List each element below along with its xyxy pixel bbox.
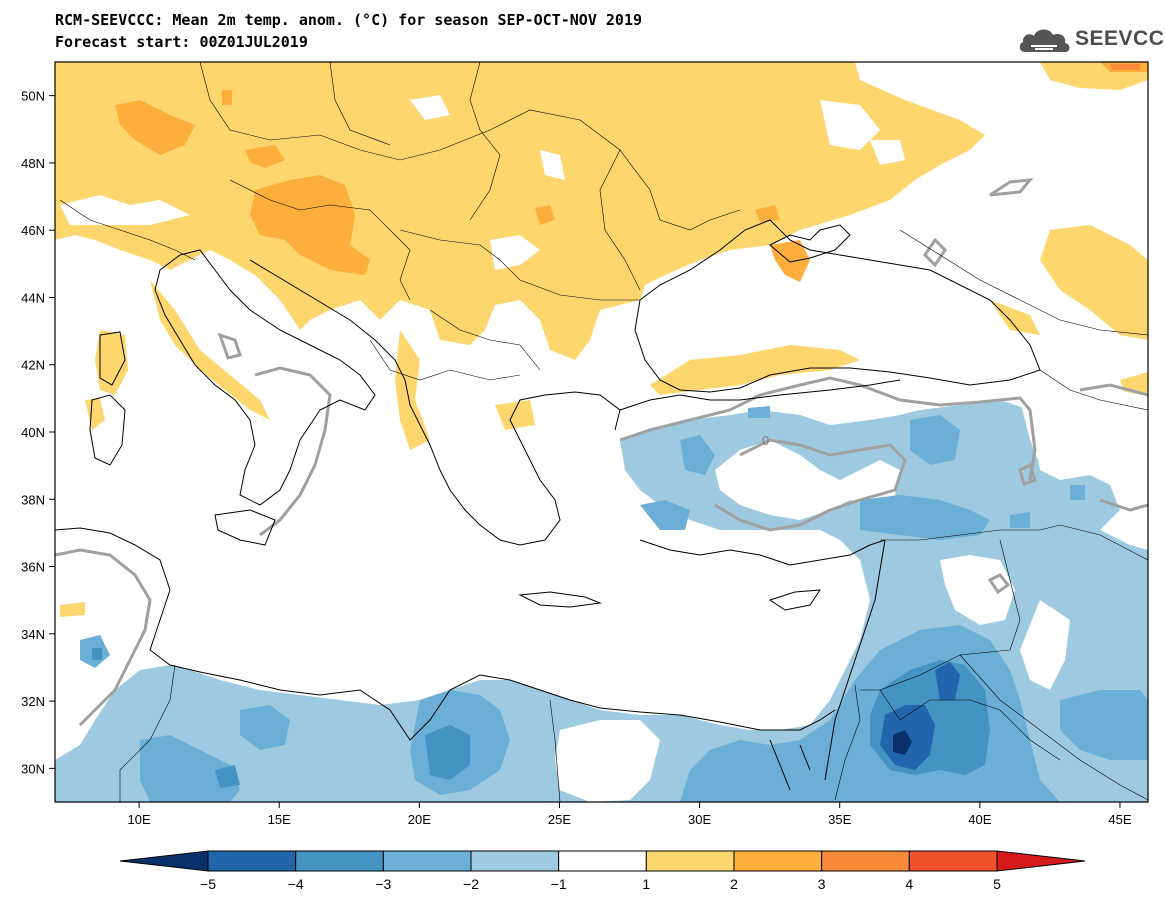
colorbar-label: 4 bbox=[905, 876, 913, 892]
colorbar-swatch bbox=[470, 850, 560, 872]
colorbar-swatch bbox=[996, 850, 1086, 872]
latitude-axis: 50N 48N 46N 44N 42N 40N 38N 36N 34N 32N 30N bbox=[21, 89, 55, 776]
colorbar-label: 1 bbox=[642, 876, 650, 892]
seevccc-logo: SEEVCCC bbox=[1017, 24, 1165, 56]
lon-tick-label: 20E bbox=[408, 812, 431, 827]
colorbar-swatch bbox=[908, 850, 998, 872]
colorbar-swatch bbox=[645, 850, 735, 872]
warm-anomaly-region bbox=[55, 62, 985, 360]
longitude-axis: 10E 15E 20E 25E 30E 35E 40E 45E bbox=[128, 802, 1132, 827]
colorbar-label: −2 bbox=[463, 876, 479, 892]
country-borders bbox=[59, 62, 1148, 802]
lat-tick-label: 48N bbox=[21, 156, 45, 171]
colorbar-swatch bbox=[558, 850, 647, 872]
lat-tick-label: 32N bbox=[21, 694, 45, 709]
colorbar-label: 3 bbox=[818, 876, 826, 892]
lat-tick-label: 30N bbox=[21, 761, 45, 776]
colorbar-label: 5 bbox=[993, 876, 1001, 892]
colorbar-label: −4 bbox=[288, 876, 304, 892]
forecast-start: Forecast start: 00Z01JUL2019 bbox=[55, 33, 308, 51]
colorbar-swatch bbox=[119, 850, 209, 872]
colorbar-label: −5 bbox=[200, 876, 216, 892]
colorbar: −5 −4 −3 −2 −1 1 2 3 4 5 bbox=[119, 850, 1086, 892]
lat-tick-label: 46N bbox=[21, 223, 45, 238]
lon-tick-label: 25E bbox=[548, 812, 571, 827]
lon-tick-label: 40E bbox=[968, 812, 991, 827]
lat-tick-label: 50N bbox=[21, 89, 45, 104]
colorbar-label: −1 bbox=[551, 876, 567, 892]
lat-tick-label: 36N bbox=[21, 560, 45, 575]
coastlines bbox=[55, 219, 1041, 791]
lon-tick-label: 30E bbox=[688, 812, 711, 827]
warm-anomaly-core bbox=[250, 175, 370, 275]
colorbar-swatch bbox=[733, 850, 823, 872]
logo-text: SEEVCCC bbox=[1075, 27, 1165, 50]
lon-tick-label: 35E bbox=[828, 812, 851, 827]
lat-tick-label: 44N bbox=[21, 290, 45, 305]
lon-tick-label: 15E bbox=[268, 812, 291, 827]
cloud-icon bbox=[1019, 29, 1070, 52]
contour-label: 0 bbox=[762, 433, 769, 448]
lat-tick-label: 42N bbox=[21, 358, 45, 373]
colorbar-swatch bbox=[821, 850, 910, 872]
colorbar-label: 2 bbox=[730, 876, 738, 892]
zero-contours bbox=[55, 178, 1148, 727]
colorbar-swatch bbox=[207, 850, 297, 872]
colorbar-label: −3 bbox=[375, 876, 391, 892]
lon-tick-label: 45E bbox=[1108, 812, 1131, 827]
lat-tick-label: 34N bbox=[21, 627, 45, 642]
lon-tick-label: 10E bbox=[128, 812, 151, 827]
lat-tick-label: 40N bbox=[21, 425, 45, 440]
colorbar-swatch bbox=[382, 850, 472, 872]
anomaly-field: 0 bbox=[55, 62, 1148, 802]
lat-tick-label: 38N bbox=[21, 492, 45, 507]
colorbar-swatch bbox=[295, 850, 384, 872]
map-title: RCM-SEEVCCC: Mean 2m temp. anom. (°C) fo… bbox=[55, 11, 642, 29]
